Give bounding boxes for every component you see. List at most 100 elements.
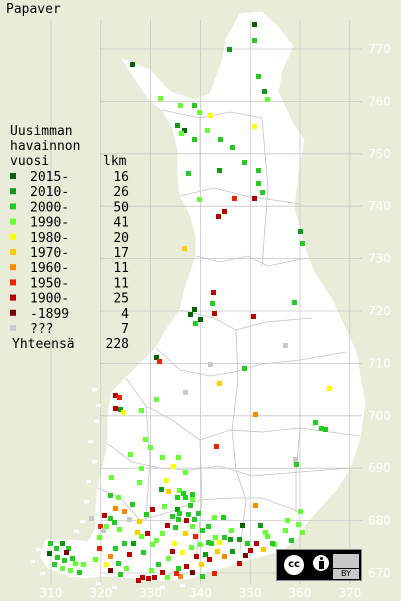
observation-marker [217,381,222,386]
observation-marker [243,553,248,558]
observation-marker [192,517,197,522]
observation-marker [137,480,142,485]
observation-marker [203,552,208,557]
observation-marker [157,359,162,364]
observation-marker [206,524,211,529]
x-tick-label: 330 [139,586,162,600]
observation-marker [183,495,188,500]
legend-swatch [10,203,16,210]
observation-marker [73,561,78,566]
observation-marker [197,110,202,115]
observation-marker [149,568,154,573]
observation-marker [248,548,253,553]
observation-marker [222,554,227,559]
observation-marker [222,209,227,214]
observation-marker [176,566,181,571]
legend-row-count: 20 [113,231,129,246]
observation-marker [190,570,195,575]
observation-marker [323,427,328,432]
observation-marker [212,311,217,316]
observation-marker [175,123,180,128]
legend-row-label: 1970- [30,246,69,261]
legend-row-label: 1960- [30,261,69,276]
legend-heading-3: vuosi [10,154,49,169]
observation-marker [165,575,170,580]
x-tick-label: 370 [338,586,361,600]
observation-marker [121,410,126,415]
legend-row-count: 16 [113,170,129,185]
observation-markers [47,22,332,583]
y-tick-label: 710 [368,356,391,370]
observation-marker [148,445,153,450]
observation-marker [144,512,149,517]
observation-marker [178,103,183,108]
legend-row-label: ??? [30,322,53,337]
observation-marker [127,517,132,522]
observation-marker [140,575,145,580]
observation-marker [293,457,298,462]
observation-marker [128,452,133,457]
observation-marker [258,523,263,528]
observation-marker [172,541,177,546]
observation-marker [182,128,187,133]
observation-marker [159,487,164,492]
observation-marker [52,562,57,567]
observation-marker [261,547,266,552]
observation-marker [180,550,185,555]
observation-marker [102,513,107,518]
observation-marker [252,22,257,27]
observation-marker [200,528,205,533]
legend-row-label: 2015- [30,170,69,185]
y-tick-label: 700 [368,409,391,423]
observation-marker [227,47,232,52]
observation-marker [253,503,258,508]
legend-row-label: 1980- [30,231,69,246]
observation-marker [154,538,159,543]
legend-heading-2: havainnon [10,139,80,154]
observation-marker [188,503,193,508]
observation-marker [156,562,161,567]
observation-marker [97,546,102,551]
observation-marker [175,507,180,512]
legend-heading-1: Uusimman [10,124,73,139]
observation-marker [150,542,155,547]
observation-marker [47,551,52,556]
observation-marker [230,145,235,150]
observation-marker [289,538,294,543]
observation-marker [192,137,197,142]
legend-swatch [10,188,16,195]
observation-marker [256,168,261,173]
x-axis-labels: 310 320 330 340 350 360 370 [40,586,362,600]
cc-by-license-badge[interactable]: cc BY [276,549,362,581]
y-axis-labels: 770 760 750 740 730 720 710 700 690 680 670 [368,42,391,580]
observation-marker [294,462,299,467]
legend-swatch [10,264,16,271]
observation-marker [198,317,203,322]
observation-marker [230,549,235,554]
observation-marker [198,542,203,547]
observation-marker [217,168,222,173]
observation-marker [174,571,179,576]
observation-marker [192,307,197,312]
observation-marker [313,420,318,425]
observation-marker [194,554,199,559]
observation-marker [265,97,270,102]
observation-marker [109,475,114,480]
observation-marker [176,455,181,460]
observation-marker [210,301,215,306]
observation-marker [298,509,303,514]
observation-marker [256,74,261,79]
observation-marker [207,557,212,562]
observation-marker [127,552,132,557]
creative-commons-icon: cc [282,553,306,577]
observation-marker [113,546,118,551]
observation-marker [117,527,122,532]
observation-marker [130,502,135,507]
observation-marker [215,549,220,554]
observation-marker [48,541,53,546]
observation-marker [212,571,217,576]
observation-marker [164,478,169,483]
legend-row-count: 11 [113,261,129,276]
observation-marker [192,103,197,108]
